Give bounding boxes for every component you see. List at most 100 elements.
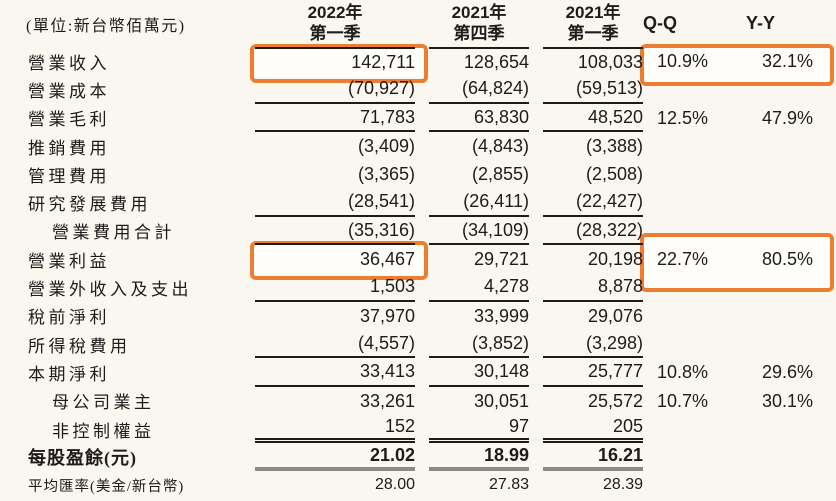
value-2021q4: (3,852) xyxy=(429,330,529,359)
highlight-box-operating-income-growth xyxy=(640,233,834,292)
row-label: 管理費用 xyxy=(28,166,110,186)
value-2022q1: (4,557) xyxy=(255,330,415,359)
value-2021q1: 8,878 xyxy=(543,273,643,302)
column-header-2022q1: 2022年 第一季 xyxy=(255,3,415,43)
column-header-year: 2021年 xyxy=(451,3,507,23)
row-label: 非控制權益 xyxy=(52,421,155,441)
value-qq-change xyxy=(643,132,708,160)
value-2021q1: 205 xyxy=(543,415,643,444)
value-qq-change: 10.8% xyxy=(656,362,708,383)
value-2022q1: 36,467 xyxy=(359,249,415,270)
table-row: 研究發展費用 (28,541) (26,411) (22,427) xyxy=(0,188,836,217)
value-yy-change xyxy=(708,160,813,188)
value-yy-change xyxy=(708,302,813,330)
value-qq-change xyxy=(643,75,708,103)
row-label: 所得稅費用 xyxy=(28,336,131,356)
table-row: 平均匯率(美金/新台幣) 28.00 27.83 28.39 xyxy=(0,471,836,499)
value-yy-change: 32.1% xyxy=(761,51,813,71)
value-yy-change xyxy=(708,330,813,358)
value-yy-change xyxy=(708,188,813,216)
table-row: 母公司業主 33,261 30,051 25,572 10.7% 30.1% xyxy=(0,387,836,415)
value-2021q1: (3,298) xyxy=(543,330,643,359)
value-2021q1: (3,388) xyxy=(585,135,643,156)
value-qq-change xyxy=(643,471,708,499)
value-yy-change: 29.6% xyxy=(761,362,813,383)
row-label: 營業外收入及支出 xyxy=(28,280,192,300)
table-row: 每股盈餘(元) 21.02 18.99 16.21 xyxy=(0,443,836,472)
table-row: 管理費用 (3,365) (2,855) (2,508) xyxy=(0,160,836,188)
value-yy-change: 47.9% xyxy=(761,107,813,128)
value-2021q4: (64,824) xyxy=(429,75,529,104)
value-2022q1: 33,261 xyxy=(359,390,415,411)
value-2021q4: (34,109) xyxy=(429,217,529,246)
value-2021q1: 108,033 xyxy=(543,47,643,75)
column-header-year: 2022年 xyxy=(307,3,363,23)
value-qq-change xyxy=(643,302,708,330)
value-qq-change xyxy=(643,415,708,443)
value-2021q1: (59,513) xyxy=(543,75,643,104)
value-qq-change xyxy=(643,330,708,358)
value-2022q1: 37,970 xyxy=(359,305,415,326)
highlight-box-revenue-2022q1 xyxy=(250,44,428,83)
value-2022q1: (3,409) xyxy=(357,135,415,156)
table-row: 營業利益 36,467 29,721 20,198 22.7% 80.5% xyxy=(0,245,836,273)
row-label: 營業收入 xyxy=(28,53,110,73)
column-header-year: 2021年 xyxy=(565,3,621,23)
row-label: 營業成本 xyxy=(28,81,110,101)
row-label: 營業費用合計 xyxy=(52,223,175,243)
row-label: 每股盈餘(元) xyxy=(28,448,137,469)
value-2022q1: (3,365) xyxy=(357,164,415,185)
column-header-quarter: 第一季 xyxy=(567,23,619,43)
row-label: 推銷費用 xyxy=(28,138,110,158)
column-header-yy: Y-Y xyxy=(745,12,775,33)
row-label: 母公司業主 xyxy=(52,393,155,413)
row-label: 研究發展費用 xyxy=(28,195,151,215)
value-2021q4: 18.99 xyxy=(429,443,529,472)
value-2021q1: 25,777 xyxy=(543,358,643,387)
table-row: 營業成本 (70,927) (64,824) (59,513) xyxy=(0,75,836,104)
value-2022q1: 1,503 xyxy=(255,273,415,302)
table-header: (單位:新台幣佰萬元) 2022年 第一季 2021年 第四季 2021年 第一… xyxy=(0,0,836,47)
table-row: 營業毛利 71,783 63,830 48,520 12.5% 47.9% xyxy=(0,104,836,132)
value-yy-change xyxy=(708,132,813,160)
table-body: 營業收入 142,711 128,654 108,033 10.9% 32.1%… xyxy=(0,47,836,500)
value-yy-change xyxy=(708,217,813,245)
value-qq-change: 22.7% xyxy=(656,249,708,270)
value-2021q4: 128,654 xyxy=(429,47,529,75)
value-qq-change xyxy=(643,273,708,301)
value-2021q4: (4,843) xyxy=(471,135,529,156)
value-2021q4: 29,721 xyxy=(473,249,529,270)
value-qq-change xyxy=(643,217,708,245)
value-2021q4: 63,830 xyxy=(429,104,529,132)
value-2021q1: 20,198 xyxy=(587,249,643,270)
value-2021q4: (2,855) xyxy=(471,164,529,185)
value-yy-change: 30.1% xyxy=(761,390,813,411)
column-header-2021q4: 2021年 第四季 xyxy=(429,3,529,43)
value-2021q1: (28,322) xyxy=(543,217,643,246)
value-2022q1: 28.00 xyxy=(374,476,415,494)
value-qq-change xyxy=(643,443,708,471)
value-2022q1: (35,316) xyxy=(255,217,415,246)
row-label: 營業利益 xyxy=(28,251,110,271)
column-header-quarter: 第四季 xyxy=(453,23,505,43)
value-yy-change: 80.5% xyxy=(761,249,813,270)
value-2021q4: 97 xyxy=(429,415,529,444)
value-2022q1: (70,927) xyxy=(255,75,415,104)
value-2021q1: 29,076 xyxy=(587,305,643,326)
value-2021q1: (2,508) xyxy=(585,164,643,185)
value-yy-change xyxy=(708,75,813,103)
value-2021q1: 48,520 xyxy=(543,104,643,132)
table-row: 營業費用合計 (35,316) (34,109) (28,322) xyxy=(0,217,836,246)
value-qq-change: 12.5% xyxy=(656,107,708,128)
value-2021q4: (26,411) xyxy=(429,188,529,217)
table-row: 非控制權益 152 97 205 xyxy=(0,415,836,444)
value-yy-change xyxy=(708,443,813,471)
table-row: 稅前淨利 37,970 33,999 29,076 xyxy=(0,302,836,330)
value-2021q4: 33,999 xyxy=(473,305,529,326)
value-2021q4: 30,051 xyxy=(473,390,529,411)
value-qq-change: 10.7% xyxy=(656,390,708,411)
table-row: 推銷費用 (3,409) (4,843) (3,388) xyxy=(0,132,836,160)
value-yy-change xyxy=(708,415,813,443)
value-2021q4: 27.83 xyxy=(488,476,529,494)
